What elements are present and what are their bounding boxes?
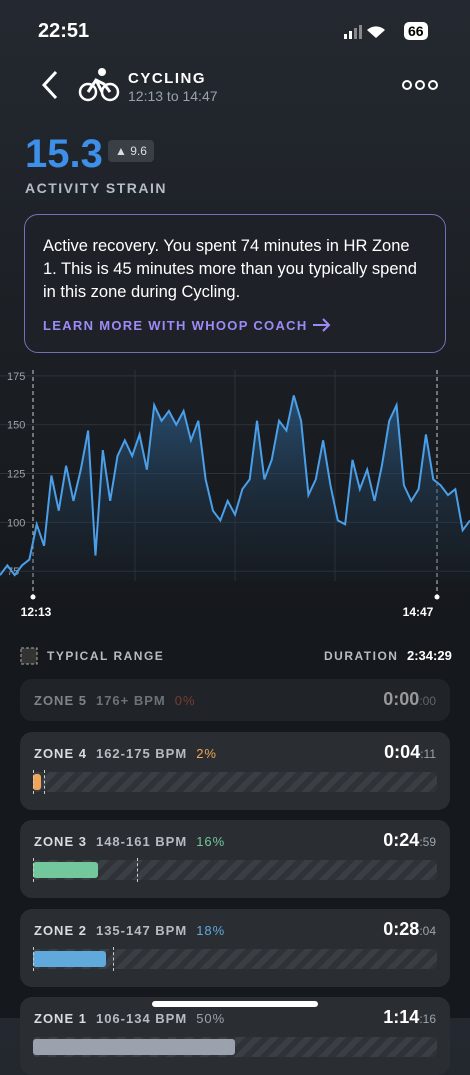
zone-time-seconds: :04 <box>419 924 436 938</box>
start-dot <box>30 594 36 600</box>
zone-bar <box>33 774 42 790</box>
legend-label: TYPICAL RANGE <box>47 649 165 663</box>
duration: 2:34:29 <box>407 648 452 663</box>
zone-bar <box>33 951 106 967</box>
strain-value: 15.3 <box>25 132 103 176</box>
zone-time-seconds: :00 <box>419 694 436 708</box>
back-button[interactable] <box>36 66 76 106</box>
home-indicator <box>152 1001 318 1007</box>
zone-name: ZONE 4 <box>34 746 87 761</box>
zone-header: ZONE 2 135-147 BPM 18% <box>34 923 225 938</box>
y-tick-label: 175 <box>7 371 25 383</box>
hr-area <box>0 395 470 581</box>
zone-range: 135-147 BPM <box>95 923 188 938</box>
zone-time-seconds: :11 <box>420 747 436 761</box>
zone-bar <box>33 862 98 878</box>
zone-time-seconds: :59 <box>419 835 436 849</box>
zone-card: ZONE 4 162-175 BPM 2% 0:04:11 <box>20 732 450 810</box>
zone-track <box>33 1037 437 1057</box>
zone-card: ZONE 2 135-147 BPM 18% 0:28:04 <box>20 909 450 987</box>
zone-percent: 2% <box>196 746 217 761</box>
coach-card: Active recovery. You spent 74 minutes in… <box>24 214 446 353</box>
zone-percent: 16% <box>196 834 226 849</box>
zone-range: 162-175 BPM <box>95 746 188 761</box>
zone-time-main: 1:14 <box>383 1007 420 1027</box>
zone-name: ZONE 2 <box>34 923 87 938</box>
zone-time-main: 0:00 <box>383 689 420 709</box>
zone-time-main: 0:28 <box>383 919 420 939</box>
zone-percent: 0% <box>174 693 196 708</box>
delta-value: 9.6 <box>130 144 147 158</box>
subtitle: 12:13 to 14:47 <box>128 88 218 104</box>
start-time: 12:13 <box>21 605 52 619</box>
end-dot <box>434 594 440 600</box>
coach-link[interactable]: LEARN MORE WITH WHOOP COACH <box>43 318 427 333</box>
battery: 66 <box>404 22 428 40</box>
zone-header: ZONE 1 106-134 BPM 50% <box>34 1011 225 1026</box>
legend-swatch <box>20 647 38 665</box>
zone-range: 176+ BPM <box>95 693 166 708</box>
zone-time: 0:28:04 <box>383 919 436 940</box>
zone-time: 0:00:00 <box>383 689 436 710</box>
zone-bar <box>33 1039 235 1055</box>
typical-range <box>33 770 46 794</box>
zone-card: ZONE 1 106-134 BPM 50% 1:14:16 <box>20 997 450 1075</box>
zone-range: 148-161 BPM <box>95 834 188 849</box>
typical-range <box>33 858 139 882</box>
zone-name: ZONE 5 <box>34 693 87 708</box>
hr-line <box>0 395 470 577</box>
duration-label: DURATION <box>324 649 399 663</box>
zone-time-main: 0:24 <box>383 830 420 850</box>
zone-time: 0:24:59 <box>383 830 436 851</box>
more-button[interactable] <box>400 78 440 92</box>
y-tick-label: 100 <box>7 517 25 529</box>
title: CYCLING <box>128 70 206 87</box>
zone-percent: 50% <box>196 1011 226 1026</box>
zone-card: ZONE 3 148-161 BPM 16% 0:24:59 <box>20 820 450 898</box>
coach-link-text: LEARN MORE WITH WHOOP COACH <box>43 318 308 333</box>
zone-track <box>33 770 437 794</box>
zone-card: ZONE 5 176+ BPM 0% 0:00:00 <box>20 679 450 721</box>
typical-range <box>33 947 114 971</box>
coach-text: Active recovery. You spent 74 minutes in… <box>43 237 417 301</box>
strain-delta: ▲ 9.6 <box>108 140 154 162</box>
end-time: 14:47 <box>403 605 434 619</box>
zone-range: 106-134 BPM <box>95 1011 188 1026</box>
signal-icons <box>344 25 385 39</box>
zone-percent: 18% <box>196 923 226 938</box>
zone-time: 0:04:11 <box>384 742 436 763</box>
zone-track <box>33 858 437 882</box>
strain-label: ACTIVITY STRAIN <box>25 180 168 196</box>
zone-header: ZONE 3 148-161 BPM 16% <box>34 834 225 849</box>
zone-track <box>33 947 437 971</box>
clock: 22:51 <box>38 20 90 42</box>
zone-time-main: 0:04 <box>384 742 421 762</box>
zone-header: ZONE 4 162-175 BPM 2% <box>34 746 217 761</box>
zone-header: ZONE 5 176+ BPM 0% <box>34 693 196 708</box>
zone-name: ZONE 3 <box>34 834 87 849</box>
zone-time-seconds: :16 <box>419 1012 436 1026</box>
y-tick-label: 150 <box>7 420 25 432</box>
cycling-icon <box>78 68 120 102</box>
y-tick-label: 125 <box>7 469 25 481</box>
zone-name: ZONE 1 <box>34 1011 87 1026</box>
